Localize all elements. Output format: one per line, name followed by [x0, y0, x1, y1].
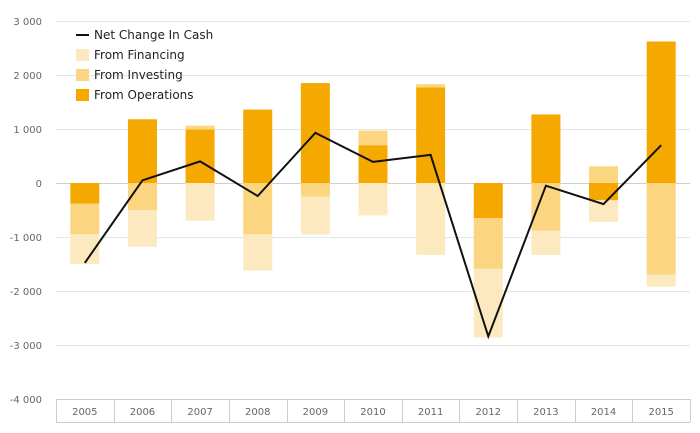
bar-from-operations-2013	[531, 114, 561, 183]
legend-swatch	[76, 69, 89, 81]
bar-from-financing-2007	[185, 183, 215, 221]
bar-from-financing-2011	[416, 183, 446, 255]
x-tick-label: 2012	[476, 407, 501, 418]
bar-from-operations-2012	[473, 183, 503, 219]
bar-from-investing-2005	[70, 203, 100, 235]
bar-from-financing-2013	[531, 230, 561, 255]
bar-from-investing-2011	[416, 84, 446, 88]
y-tick-label: 0	[36, 179, 42, 190]
bar-from-operations-2015	[646, 41, 676, 183]
legend: Net Change In Cash From Financing From Inv…	[76, 28, 213, 102]
bar-from-operations-2006	[127, 119, 157, 183]
x-tick-label: 2008	[245, 407, 270, 418]
grid-layer	[56, 21, 690, 400]
y-tick-label: -1 000	[10, 233, 42, 244]
bar-from-investing-2006	[127, 183, 157, 210]
legend-label: From Operations	[94, 88, 194, 102]
y-tick-label: -3 000	[10, 341, 42, 352]
bar-from-operations-2008	[243, 109, 273, 183]
x-tick-label: 2005	[72, 407, 97, 418]
x-tick-label: 2014	[591, 407, 616, 418]
x-tick-label: 2009	[303, 407, 328, 418]
legend-label: Net Change In Cash	[94, 28, 213, 42]
bar-layer	[70, 41, 676, 338]
bar-from-operations-2010	[358, 145, 388, 183]
bar-from-financing-2008	[243, 234, 273, 271]
bar-from-operations-2005	[70, 183, 100, 204]
y-tick-label: -2 000	[10, 287, 42, 298]
bar-from-investing-2014	[589, 166, 619, 183]
legend-swatch	[76, 49, 89, 61]
x-tick-label: 2015	[648, 407, 673, 418]
bar-from-financing-2006	[127, 210, 157, 247]
legend-label: From Investing	[94, 68, 183, 82]
bar-from-investing-2007	[185, 125, 215, 130]
x-tick-label: 2013	[533, 407, 558, 418]
axis-layer: 3 000 2 000 1 000 0 -1 000 -2 000 -3 000 -4 000…	[10, 17, 691, 423]
y-tick-label: -4 000	[10, 395, 42, 406]
bar-from-operations-2014	[589, 183, 619, 201]
bar-from-investing-2008	[243, 183, 273, 235]
legend-swatch	[76, 89, 89, 101]
bar-from-financing-2015	[646, 274, 676, 287]
legend-label: From Financing	[94, 48, 185, 62]
y-tick-label: 1 000	[13, 125, 42, 136]
bar-from-investing-2012	[473, 218, 503, 269]
bar-from-financing-2014	[589, 200, 619, 222]
bar-from-investing-2015	[646, 183, 676, 275]
x-tick-label: 2010	[360, 407, 385, 418]
x-tick-label: 2011	[418, 407, 443, 418]
x-tick-label: 2006	[130, 407, 155, 418]
bar-from-investing-2013	[531, 183, 561, 231]
bar-from-financing-2009	[300, 196, 330, 235]
y-tick-label: 3 000	[13, 17, 42, 28]
line-layer	[83, 131, 662, 340]
bar-from-operations-2011	[416, 87, 446, 183]
y-tick-label: 2 000	[13, 71, 42, 82]
bar-from-operations-2007	[185, 129, 215, 183]
net-change-line	[83, 131, 662, 340]
bar-from-investing-2010	[358, 130, 388, 146]
bar-from-financing-2010	[358, 183, 388, 216]
x-tick-label: 2007	[187, 407, 212, 418]
bar-from-investing-2009	[300, 183, 330, 197]
